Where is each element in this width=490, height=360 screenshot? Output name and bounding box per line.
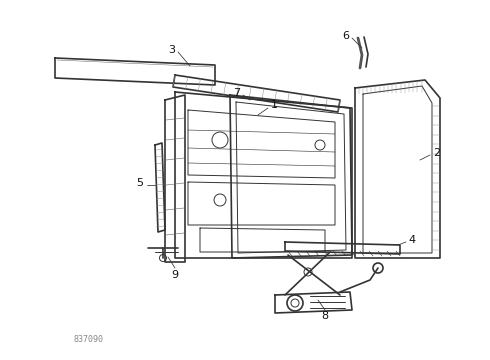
Text: 8: 8 bbox=[321, 311, 329, 321]
Text: 4: 4 bbox=[409, 235, 416, 245]
Text: 5: 5 bbox=[137, 178, 144, 188]
Text: 7: 7 bbox=[233, 88, 241, 98]
Text: 1: 1 bbox=[270, 100, 277, 110]
Text: 6: 6 bbox=[343, 31, 349, 41]
Text: 9: 9 bbox=[172, 270, 178, 280]
Text: 837090: 837090 bbox=[73, 336, 103, 345]
Text: 2: 2 bbox=[434, 148, 441, 158]
Text: 3: 3 bbox=[169, 45, 175, 55]
